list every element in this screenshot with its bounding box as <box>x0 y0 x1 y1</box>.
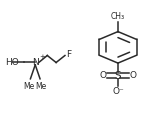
Text: Me: Me <box>24 82 35 91</box>
Text: O: O <box>99 71 106 80</box>
Text: O: O <box>129 71 137 80</box>
Text: HO: HO <box>6 58 19 67</box>
Text: F: F <box>66 50 71 59</box>
Text: O⁻: O⁻ <box>112 87 124 96</box>
Text: Me: Me <box>35 82 46 91</box>
Text: +: + <box>39 54 45 60</box>
Text: S: S <box>115 71 121 81</box>
Text: N: N <box>32 58 39 67</box>
Text: CH₃: CH₃ <box>111 12 125 21</box>
